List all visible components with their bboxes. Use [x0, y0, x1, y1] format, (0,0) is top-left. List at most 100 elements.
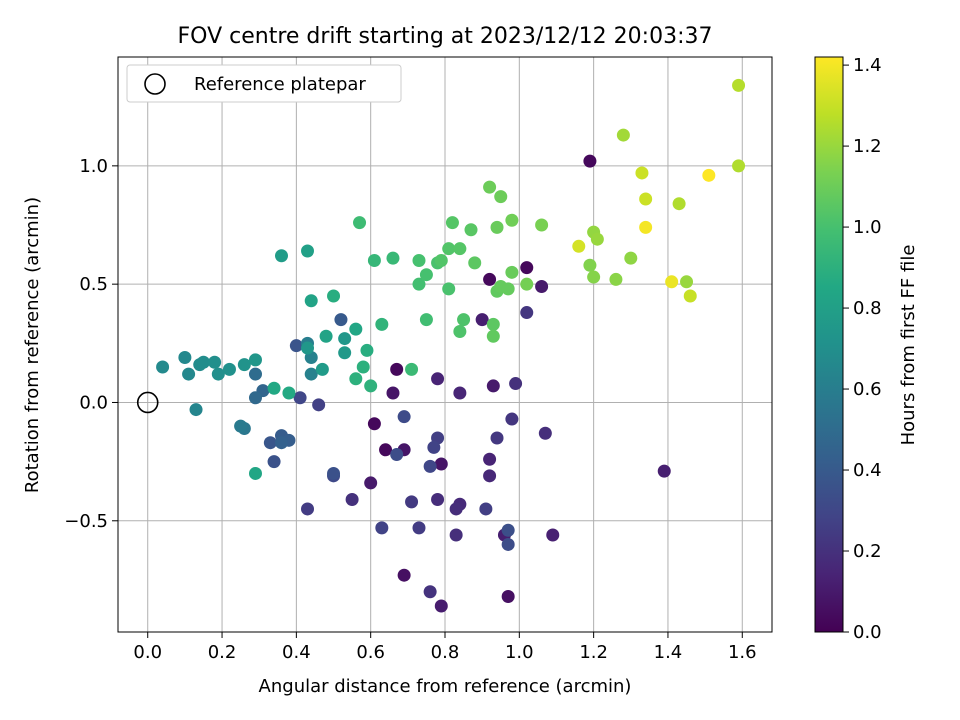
colorbar-gradient: [814, 56, 844, 633]
data-point: [442, 242, 456, 256]
y-tick-label: 1.0: [79, 156, 108, 177]
data-point: [263, 436, 277, 450]
colorbar-tick-label: 1.2: [853, 136, 882, 157]
data-point: [449, 528, 463, 542]
data-point: [639, 220, 653, 234]
data-point: [419, 268, 433, 282]
x-tick-label: 1.0: [505, 642, 534, 663]
data-point: [483, 452, 497, 466]
data-point: [353, 216, 367, 230]
data-point: [412, 253, 426, 267]
data-point: [483, 272, 497, 286]
grid-lines: [118, 57, 772, 632]
data-point: [397, 410, 411, 424]
data-point: [189, 403, 203, 417]
data-point: [196, 355, 210, 369]
data-point: [301, 244, 315, 258]
data-point: [405, 495, 419, 509]
data-point: [156, 360, 170, 374]
x-tick-label: 0.6: [356, 642, 385, 663]
data-point: [349, 322, 363, 336]
data-point: [490, 431, 504, 445]
legend-box: [126, 64, 402, 103]
data-point: [390, 448, 404, 462]
data-point: [304, 294, 318, 308]
data-point: [319, 329, 333, 343]
data-point: [453, 242, 467, 256]
data-point: [345, 492, 359, 506]
x-tick-label: 0.4: [282, 642, 311, 663]
data-point: [501, 537, 515, 551]
data-point: [275, 436, 288, 450]
data-point: [635, 166, 649, 180]
data-point: [583, 154, 597, 168]
data-point: [501, 590, 515, 604]
x-tick-label: 1.6: [728, 642, 757, 663]
data-point: [431, 372, 445, 386]
y-axis-ticks: −0.5 0.0 0.5 1.0: [64, 156, 118, 532]
data-point: [423, 585, 437, 599]
data-point: [683, 289, 697, 303]
data-point: [445, 216, 459, 230]
colorbar: 0.0 0.2 0.4 0.6 0.8 1.0 1.2 1.4 Hours from firs…: [814, 55, 919, 643]
data-point: [237, 358, 251, 372]
data-point: [483, 469, 497, 483]
data-point: [356, 360, 370, 374]
data-point: [486, 379, 500, 393]
data-point: [338, 332, 352, 346]
data-point: [327, 289, 341, 303]
data-point: [431, 492, 445, 506]
y-tick-label: −0.5: [64, 511, 108, 532]
data-point: [327, 466, 341, 480]
data-point: [222, 362, 236, 376]
data-point: [289, 339, 303, 353]
data-point: [449, 502, 463, 516]
colorbar-tick-label: 0.2: [853, 541, 882, 562]
data-point: [657, 464, 671, 478]
data-point: [434, 457, 448, 471]
colorbar-label: Hours from first FF file: [898, 245, 919, 446]
data-point: [453, 324, 467, 338]
colorbar-tick-label: 0.4: [853, 460, 882, 481]
data-point: [427, 440, 441, 454]
data-point: [412, 521, 426, 535]
colorbar-ticks: 0.0 0.2 0.4 0.6 0.8 1.0 1.2 1.4: [843, 55, 882, 643]
data-point: [334, 313, 348, 327]
data-point: [248, 391, 262, 405]
legend-marker: [144, 73, 166, 95]
data-point: [702, 168, 716, 182]
data-point: [419, 313, 433, 327]
data-point: [486, 329, 500, 343]
x-tick-label: 1.2: [579, 642, 608, 663]
data-point: [590, 232, 604, 246]
data-point: [479, 502, 493, 516]
data-point: [501, 282, 515, 296]
data-point: [293, 391, 307, 405]
data-point: [672, 197, 686, 211]
data-point: [486, 317, 500, 331]
data-point: [282, 386, 296, 400]
data-point: [397, 568, 411, 582]
data-point: [208, 355, 222, 369]
data-point: [390, 362, 404, 376]
data-point: [546, 528, 560, 542]
data-point: [367, 417, 381, 431]
data-point: [304, 367, 318, 381]
data-point: [520, 277, 534, 291]
y-axis-label: Rotation from reference (arcmin): [22, 197, 43, 493]
data-point: [587, 270, 601, 284]
x-tick-label: 0.8: [431, 642, 460, 663]
data-point: [475, 313, 489, 327]
data-point: [267, 455, 281, 469]
chart-title: FOV centre drift starting at 2023/12/12 …: [178, 24, 713, 49]
data-points: [156, 78, 746, 613]
data-point: [505, 265, 519, 279]
data-point: [248, 353, 262, 367]
data-point: [315, 362, 329, 376]
data-point: [505, 213, 519, 227]
data-point: [505, 412, 519, 426]
data-point: [434, 253, 448, 267]
data-point: [624, 251, 638, 265]
data-point: [386, 251, 400, 265]
